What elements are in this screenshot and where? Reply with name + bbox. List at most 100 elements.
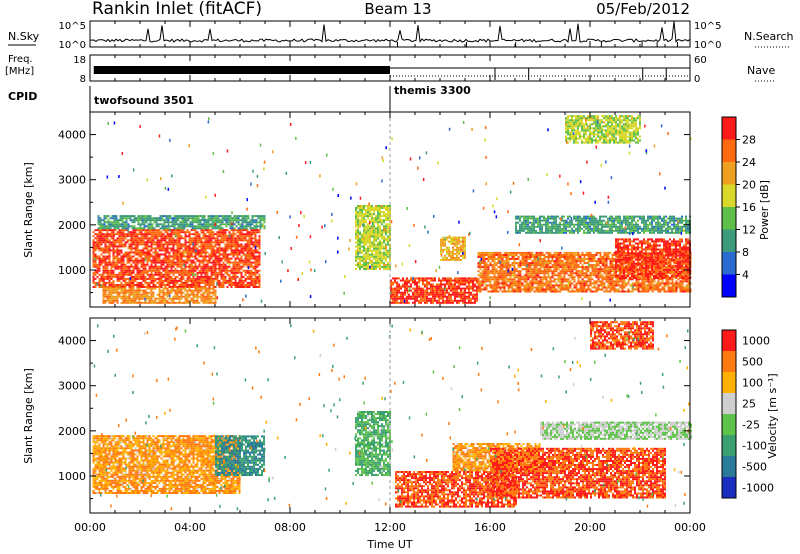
data-cell bbox=[559, 284, 562, 287]
data-cell bbox=[359, 213, 361, 216]
data-cell bbox=[122, 271, 125, 274]
data-cell bbox=[158, 277, 161, 280]
data-cell bbox=[159, 219, 162, 222]
data-cell bbox=[188, 273, 191, 276]
data-cell bbox=[180, 287, 183, 290]
data-cell bbox=[365, 241, 367, 244]
data-cell bbox=[121, 225, 124, 228]
data-cell bbox=[254, 231, 257, 234]
data-cell bbox=[181, 217, 184, 220]
data-cell bbox=[567, 262, 570, 265]
data-cell bbox=[183, 225, 186, 228]
data-cell bbox=[361, 257, 363, 260]
data-cell bbox=[205, 227, 208, 230]
data-cell bbox=[385, 219, 387, 222]
data-cell bbox=[355, 241, 357, 244]
data-cell bbox=[116, 233, 119, 236]
data-cell bbox=[581, 268, 584, 271]
data-cell bbox=[106, 265, 109, 268]
data-cell bbox=[136, 247, 139, 250]
data-cell bbox=[499, 256, 502, 258]
data-cell bbox=[111, 221, 114, 224]
data-cell bbox=[151, 219, 154, 222]
data-cell bbox=[396, 289, 398, 292]
data-cell bbox=[545, 264, 548, 267]
data-cell bbox=[186, 259, 189, 262]
data-cell bbox=[545, 256, 548, 258]
data-cell bbox=[166, 269, 169, 272]
data-cell bbox=[230, 229, 233, 232]
data-cell bbox=[194, 277, 197, 280]
data-cell bbox=[446, 248, 448, 251]
data-cell bbox=[252, 281, 255, 284]
data-cell bbox=[551, 288, 554, 291]
data-cell bbox=[151, 225, 154, 228]
data-cell bbox=[188, 299, 191, 302]
data-cell bbox=[357, 231, 359, 234]
data-cell bbox=[234, 281, 237, 284]
data-cell bbox=[539, 280, 542, 283]
data-cell bbox=[130, 231, 133, 234]
data-cell bbox=[577, 272, 580, 275]
data-cell bbox=[114, 249, 117, 252]
data-cell bbox=[442, 289, 444, 292]
data-cell bbox=[456, 291, 458, 294]
data-cell bbox=[186, 299, 189, 302]
data-cell bbox=[367, 231, 369, 234]
data-cell bbox=[226, 286, 229, 288]
data-cell bbox=[385, 247, 387, 250]
data-cell bbox=[452, 293, 454, 296]
data-cell bbox=[581, 272, 584, 275]
data-cell bbox=[553, 278, 556, 281]
power-heatmap bbox=[92, 112, 692, 307]
data-cell bbox=[489, 270, 492, 273]
data-cell bbox=[571, 268, 574, 271]
data-cell bbox=[575, 260, 578, 263]
data-cell bbox=[259, 215, 262, 218]
data-cell bbox=[533, 276, 536, 279]
data-cell bbox=[124, 251, 127, 254]
data-cell bbox=[373, 255, 375, 258]
data-cell bbox=[124, 245, 127, 248]
data-cell bbox=[178, 241, 181, 244]
data-cell bbox=[381, 237, 383, 240]
data-cell bbox=[117, 225, 120, 228]
data-cell bbox=[585, 266, 588, 269]
data-cell bbox=[491, 258, 494, 260]
data-cell bbox=[359, 243, 361, 246]
data-cell bbox=[202, 255, 205, 258]
data-cell bbox=[122, 295, 125, 298]
data-cell bbox=[138, 259, 141, 262]
data-cell bbox=[142, 286, 145, 288]
data-cell bbox=[517, 286, 520, 289]
data-cell bbox=[438, 287, 440, 290]
data-cell bbox=[253, 219, 256, 222]
data-cell bbox=[240, 281, 243, 284]
data-cell bbox=[112, 286, 115, 288]
data-cell bbox=[477, 256, 480, 258]
data-cell bbox=[531, 264, 534, 267]
data-cell bbox=[549, 268, 552, 271]
data-cell bbox=[249, 219, 252, 222]
data-cell bbox=[477, 254, 480, 256]
data-cell bbox=[208, 295, 211, 298]
data-cell bbox=[207, 225, 210, 228]
data-cell bbox=[174, 263, 177, 266]
data-cell bbox=[210, 281, 213, 284]
data-cell bbox=[140, 301, 143, 304]
data-cell bbox=[537, 288, 540, 291]
data-cell bbox=[398, 291, 400, 294]
data-cell bbox=[194, 245, 197, 248]
data-cell bbox=[188, 235, 191, 238]
data-cell bbox=[152, 239, 155, 242]
data-cell bbox=[138, 284, 141, 286]
data-cell bbox=[250, 279, 253, 282]
data-cell bbox=[228, 233, 231, 236]
data-cell bbox=[547, 262, 550, 265]
data-cell bbox=[424, 285, 426, 288]
data-cell bbox=[394, 289, 396, 292]
data-cell bbox=[216, 231, 219, 234]
data-cell bbox=[541, 278, 544, 281]
data-cell bbox=[240, 257, 243, 260]
data-cell bbox=[198, 237, 201, 240]
